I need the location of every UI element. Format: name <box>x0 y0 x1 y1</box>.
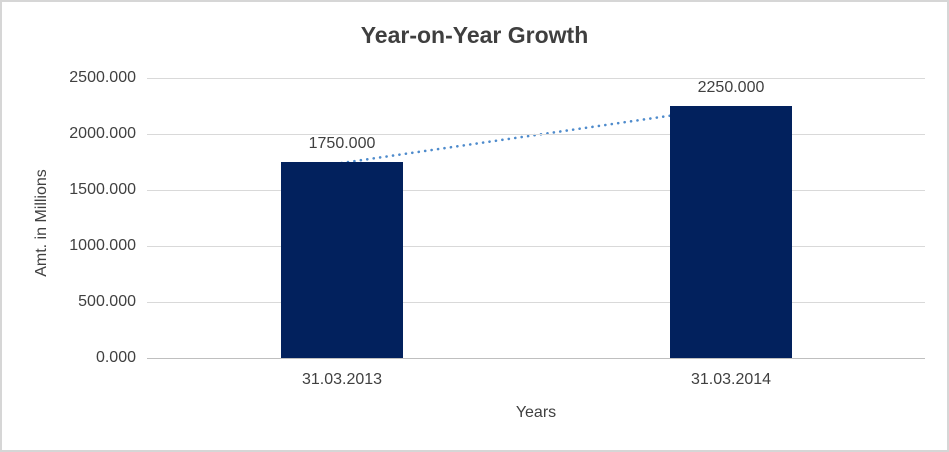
x-tick-label: 31.03.2014 <box>690 371 772 388</box>
y-tick-label: 1000.000 <box>69 237 136 254</box>
y-tick-label: 2000.000 <box>69 125 136 142</box>
y-tick-label: 2500.000 <box>69 69 136 86</box>
y-tick-label: 0.000 <box>95 349 136 366</box>
bar-31.03.2013 <box>281 162 403 358</box>
gridline <box>147 302 925 303</box>
gridline <box>147 190 925 191</box>
bar-31.03.2014 <box>670 106 792 358</box>
bar-value-label: 1750.000 <box>308 135 376 152</box>
chart-title: Year-on-Year Growth <box>360 22 589 48</box>
x-axis-title: Years <box>515 404 557 421</box>
x-tick-label: 31.03.2013 <box>301 371 383 388</box>
bar-value-label: 2250.000 <box>697 79 765 96</box>
x-axis-line <box>147 358 925 359</box>
y-tick-label: 500.000 <box>78 293 136 310</box>
gridline <box>147 134 925 135</box>
gridline <box>147 78 925 79</box>
gridline <box>147 246 925 247</box>
y-tick-label: 1500.000 <box>69 181 136 198</box>
